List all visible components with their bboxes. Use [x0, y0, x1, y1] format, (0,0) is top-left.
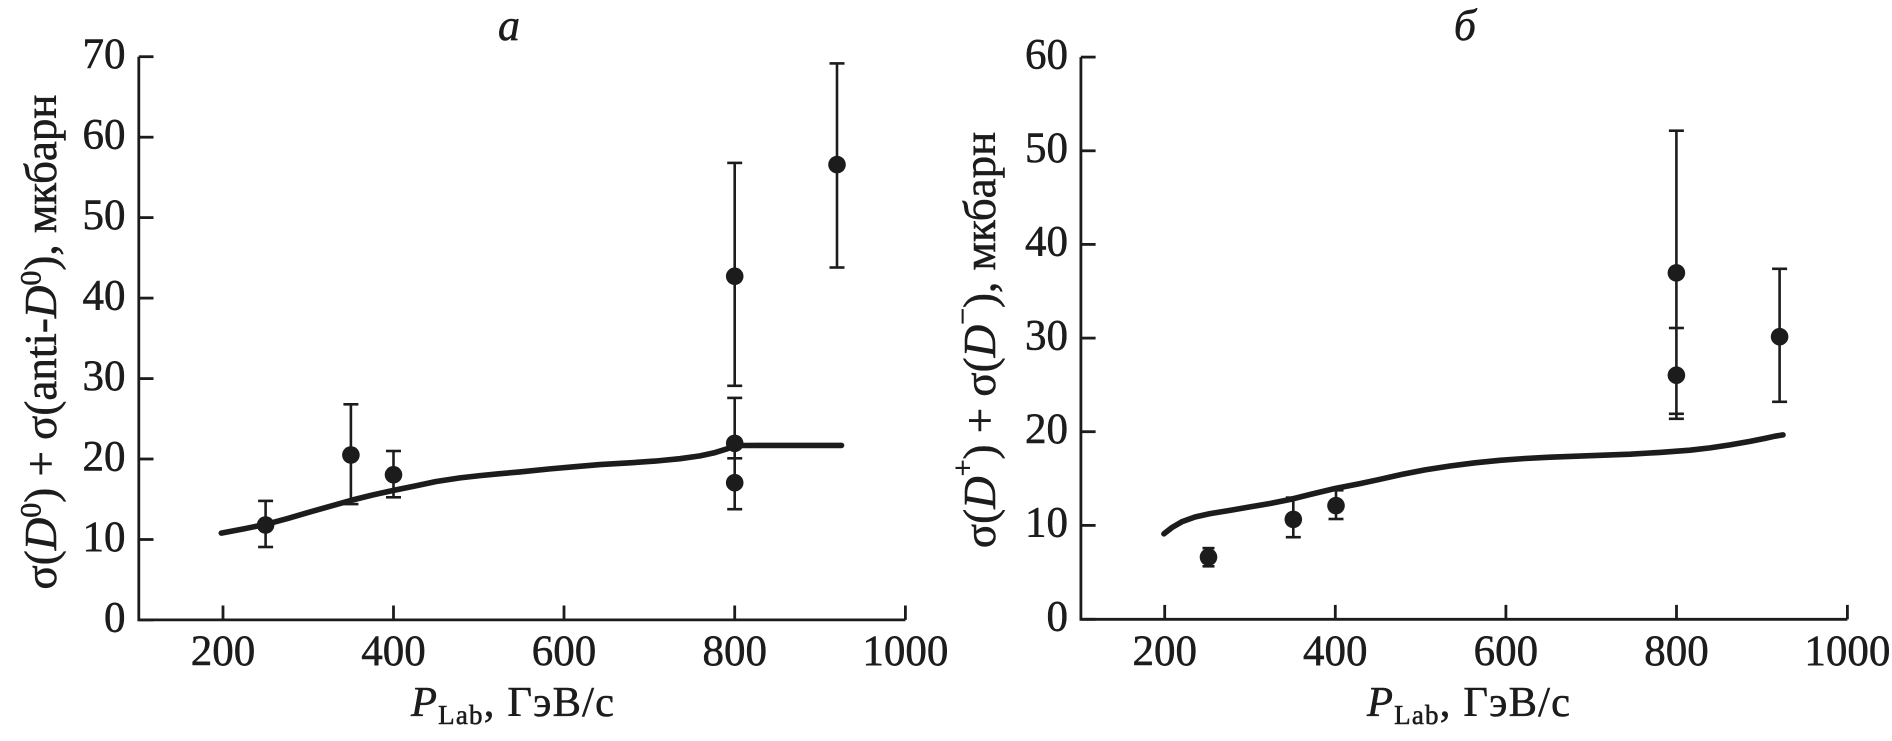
svg-text:σ(D0) + σ(anti-D0), мкбарн: σ(D0) + σ(anti-D0), мкбарн	[15, 95, 67, 590]
svg-text:PLab, ГэВ/с: PLab, ГэВ/с	[410, 679, 615, 730]
svg-text:400: 400	[361, 628, 426, 675]
svg-text:10: 10	[83, 514, 126, 561]
svg-text:50: 50	[1025, 125, 1068, 172]
svg-text:20: 20	[1025, 406, 1068, 453]
svg-text:60: 60	[83, 112, 126, 159]
svg-text:0: 0	[1047, 594, 1069, 641]
svg-text:600: 600	[532, 628, 597, 675]
svg-text:σ(D+) + σ(D−), мкбарн: σ(D+) + σ(D−), мкбарн	[947, 132, 1006, 548]
svg-text:40: 40	[1025, 219, 1068, 266]
svg-text:60: 60	[1025, 31, 1068, 78]
svg-text:a: a	[498, 1, 520, 50]
svg-text:50: 50	[83, 192, 126, 239]
svg-text:800: 800	[1644, 628, 1709, 675]
svg-text:30: 30	[83, 353, 126, 400]
svg-text:70: 70	[83, 31, 126, 78]
svg-text:800: 800	[702, 628, 767, 675]
svg-text:200: 200	[1132, 628, 1197, 675]
svg-text:10: 10	[1025, 500, 1068, 547]
svg-text:1000: 1000	[1804, 628, 1890, 675]
svg-text:б: б	[1454, 1, 1478, 50]
svg-text:600: 600	[1474, 628, 1539, 675]
svg-text:40: 40	[83, 273, 126, 320]
svg-text:PLab, ГэВ/с: PLab, ГэВ/с	[1366, 679, 1571, 730]
svg-text:1000: 1000	[862, 628, 948, 675]
svg-text:400: 400	[1303, 628, 1368, 675]
svg-text:0: 0	[104, 595, 126, 642]
svg-text:20: 20	[83, 434, 126, 481]
svg-text:200: 200	[191, 628, 256, 675]
svg-text:30: 30	[1025, 312, 1068, 359]
